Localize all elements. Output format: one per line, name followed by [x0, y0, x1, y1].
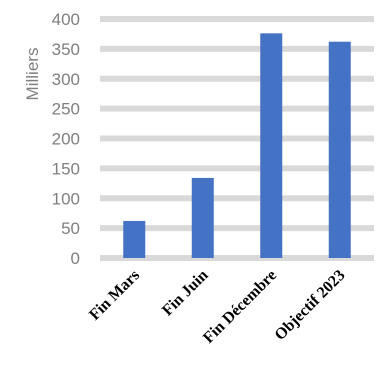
- y-tick-label: 300: [52, 70, 80, 89]
- gridline-300: [100, 75, 374, 82]
- y-tick-label: 250: [52, 100, 80, 119]
- y-tick-label: 200: [52, 130, 80, 149]
- y-axis-ticks: 0 50 100 150 200 250 300 350 400: [52, 10, 80, 268]
- y-tick-label: 150: [52, 159, 80, 178]
- bar: [260, 33, 283, 259]
- y-tick-label: 100: [52, 189, 80, 208]
- bars: [123, 33, 351, 259]
- gridline-50: [100, 225, 374, 232]
- gridline-250: [100, 105, 374, 112]
- x-tick-label: Fin Mars: [86, 267, 143, 324]
- gridline-100: [100, 195, 374, 202]
- bar: [123, 220, 146, 258]
- bar: [328, 41, 351, 258]
- x-tick-label: Fin Décembre: [200, 267, 280, 347]
- gridline-400: [100, 16, 374, 22]
- y-tick-label: 50: [61, 219, 80, 238]
- gridline-150: [100, 165, 374, 172]
- y-tick-label: 350: [52, 40, 80, 59]
- y-axis-title: Milliers: [23, 48, 42, 101]
- bar: [191, 177, 214, 258]
- x-tick-label: Fin Juin: [159, 267, 212, 320]
- x-tick-label: Objectif 2023: [272, 267, 349, 344]
- gridlines: [100, 16, 374, 261]
- gridline-0: [100, 255, 374, 261]
- gridline-200: [100, 135, 374, 142]
- gridline-350: [100, 45, 374, 52]
- y-tick-label: 0: [71, 249, 80, 268]
- y-tick-label: 400: [52, 10, 80, 29]
